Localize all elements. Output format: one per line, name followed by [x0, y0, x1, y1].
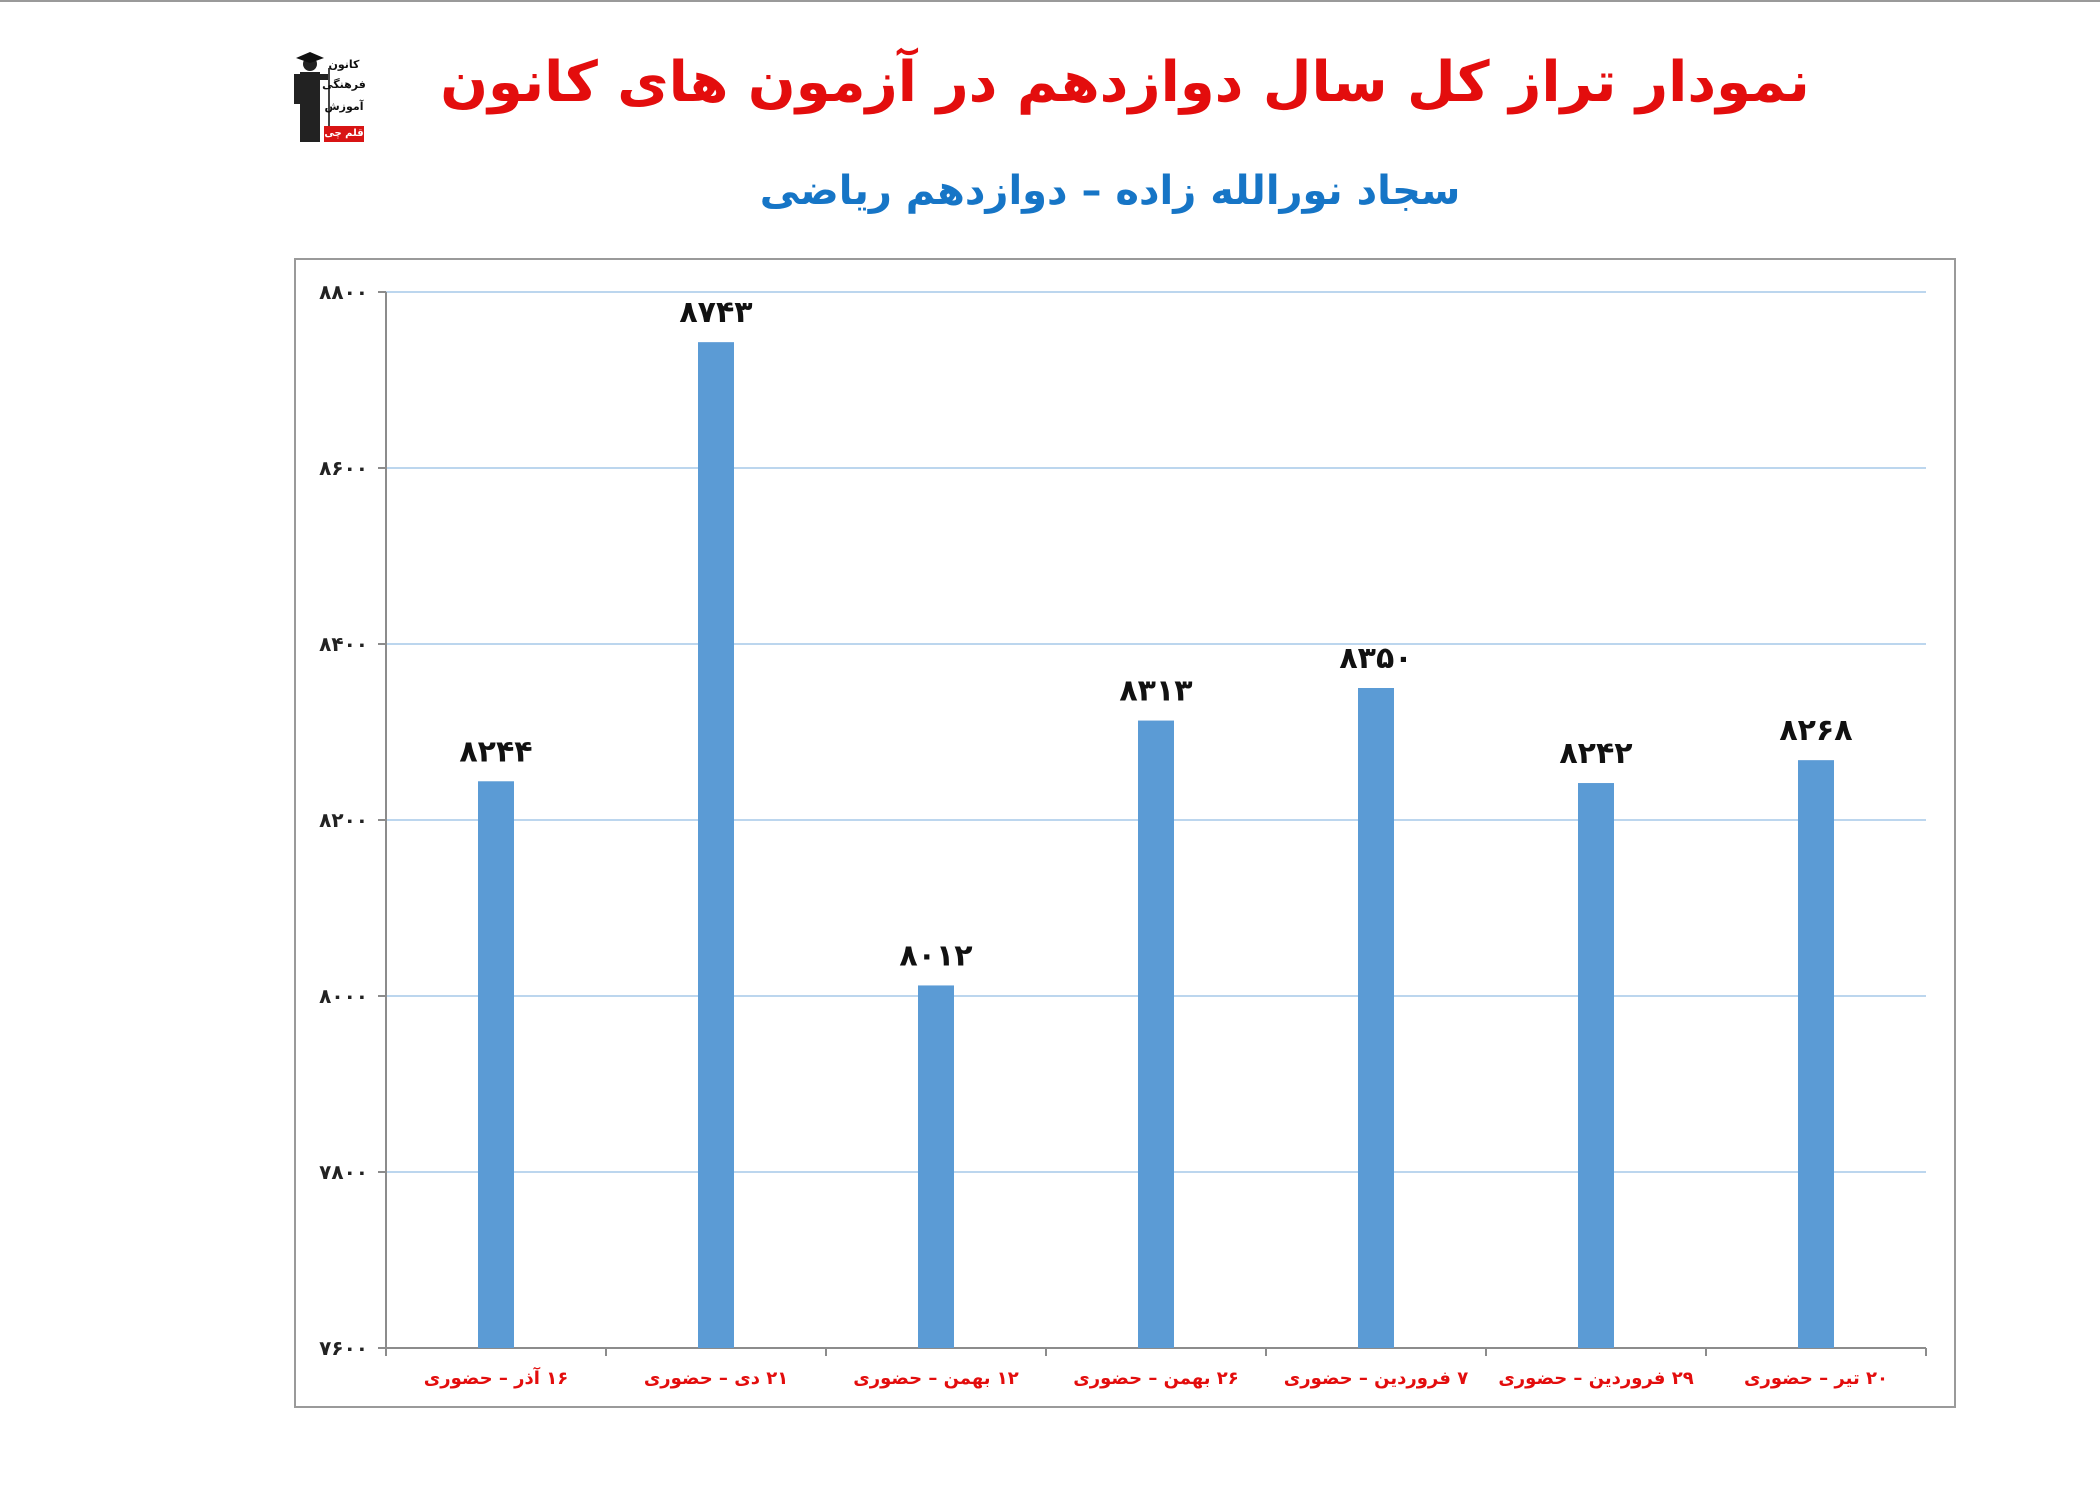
top-rule: [0, 0, 2100, 2]
logo-badge: قلم چی: [324, 126, 364, 142]
category-label: ۲۶ بهمن – حضوری: [1073, 1368, 1239, 1389]
y-tick-label: ۷۶۰۰: [319, 1336, 368, 1360]
bar: [478, 781, 514, 1348]
logo-line-1: کانون: [328, 58, 360, 71]
category-label: ۱۶ آذر – حضوری: [424, 1366, 568, 1389]
y-tick-label: ۸۶۰۰: [319, 456, 368, 480]
chart-subtitle: سجاد نورالله زاده – دوازدهم ریاضی: [759, 168, 1461, 214]
logo-line-2: فرهنگی: [322, 78, 366, 91]
y-tick-label: ۸۰۰۰: [319, 984, 368, 1008]
category-label: ۲۱ دی – حضوری: [644, 1368, 788, 1389]
data-label: ۸۲۶۸: [1779, 713, 1852, 748]
y-tick-label: ۷۸۰۰: [319, 1160, 368, 1184]
data-label: ۸۷۴۳: [679, 295, 752, 330]
category-label: ۲۰ تیر – حضوری: [1744, 1368, 1888, 1389]
category-label: ۲۹ فروردین – حضوری: [1498, 1368, 1693, 1389]
chart-frame: ۷۶۰۰ ۷۸۰۰ ۸۰۰۰ ۸۲۰۰ ۸۴۰۰ ۸۶۰۰ ۸۸۰۰ ۸۲۴۴ ۱۶ آذر –…: [294, 258, 1956, 1408]
y-tick-label: ۸۸۰۰: [319, 280, 368, 304]
bar: [698, 342, 734, 1348]
bar-chart: ۷۶۰۰ ۷۸۰۰ ۸۰۰۰ ۸۲۰۰ ۸۴۰۰ ۸۶۰۰ ۸۸۰۰ ۸۲۴۴ ۱۶ آذر –…: [319, 280, 1927, 1389]
data-label: ۸۰۱۲: [899, 938, 972, 973]
bar: [1578, 783, 1614, 1348]
data-label: ۸۲۴۴: [459, 734, 532, 769]
data-label: ۸۳۱۳: [1119, 674, 1192, 709]
bar: [1358, 688, 1394, 1348]
bar: [1138, 720, 1174, 1348]
data-label: ۸۳۵۰: [1339, 641, 1412, 676]
data-label: ۸۲۴۲: [1559, 736, 1632, 771]
graduate-icon: [294, 52, 330, 142]
y-tick-label: ۸۴۰۰: [319, 632, 368, 656]
category-label: ۱۲ بهمن – حضوری: [853, 1368, 1019, 1389]
logo-line-3: آموزش: [324, 100, 364, 113]
chart-title: نمودار تراز کل سال دوازدهم در آزمون های …: [440, 50, 1810, 115]
bar: [918, 985, 954, 1348]
bar: [1798, 760, 1834, 1348]
category-label: ۷ فروردین – حضوری: [1284, 1368, 1468, 1389]
y-tick-label: ۸۲۰۰: [319, 808, 368, 832]
